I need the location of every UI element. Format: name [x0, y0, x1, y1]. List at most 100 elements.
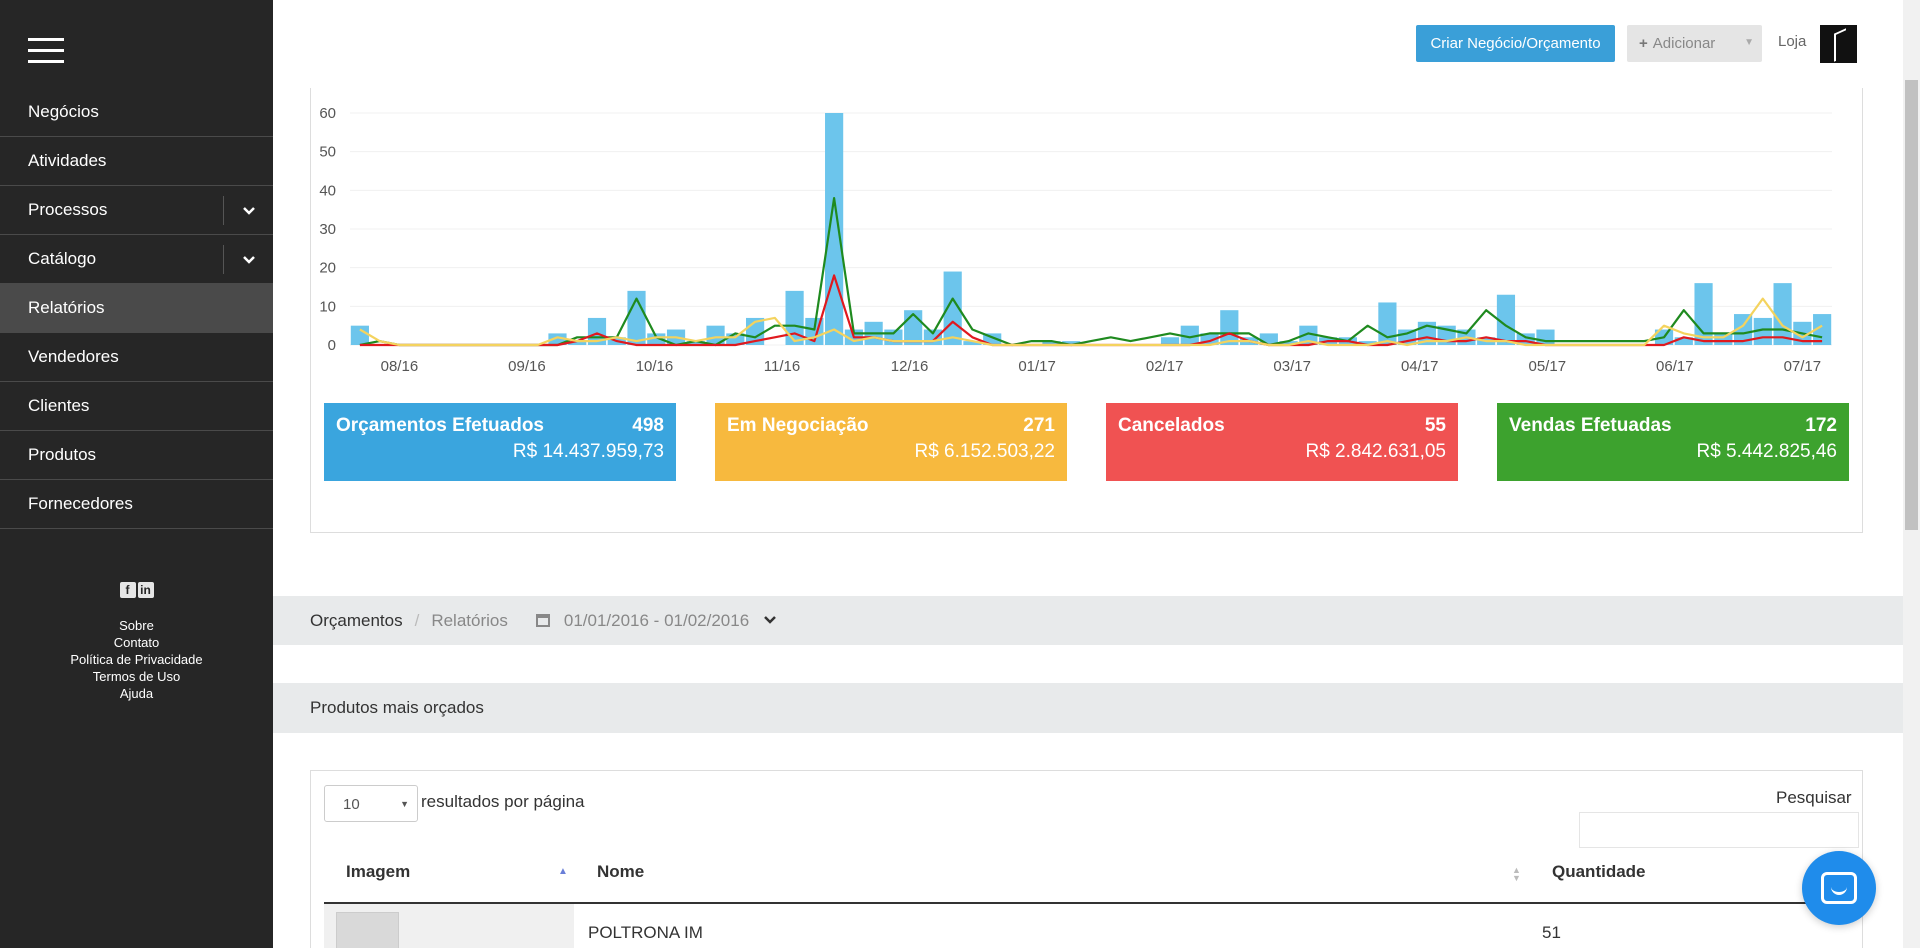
sidebar-item-vendedores[interactable]: Vendedores [0, 333, 273, 382]
chart-bar [627, 290, 646, 345]
link-contato[interactable]: Contato [113, 635, 160, 650]
chart-bar [1042, 341, 1061, 345]
stat-count: 498 [632, 415, 664, 436]
calendar-icon [535, 614, 550, 627]
store-label: Loja [1778, 33, 1807, 50]
chart-bar [1220, 310, 1239, 345]
chat-icon [1821, 872, 1857, 904]
chart-bar [1200, 333, 1219, 345]
x-tick-label: 11/16 [764, 358, 800, 375]
sidebar-item-label: Fornecedores [28, 494, 133, 513]
chart-bar [1160, 337, 1180, 345]
stat-card-negociacao[interactable]: Em Negociação 271 R$ 6.152.503,22 [715, 403, 1067, 481]
breadcrumb-orcamentos[interactable]: Orçamentos [310, 610, 403, 630]
stat-value: R$ 6.152.503,22 [914, 441, 1055, 462]
sidebar-item-fornecedores[interactable]: Fornecedores [0, 480, 273, 529]
per-page-label: resultados por página [421, 792, 585, 811]
store-logo[interactable] [1820, 25, 1857, 63]
sidebar-item-label: Clientes [28, 396, 90, 415]
x-tick-label: 04/17 [1401, 358, 1439, 375]
sidebar-item-clientes[interactable]: Clientes [0, 382, 273, 431]
chart-bar [1773, 283, 1792, 345]
chart-series-line [359, 297, 1823, 347]
link-ajuda[interactable]: Ajuda [119, 686, 154, 701]
page-size-select[interactable]: 10 ▼ [324, 785, 418, 822]
chart-bar [1259, 333, 1278, 345]
sidebar-item-produtos[interactable]: Produtos [0, 431, 273, 480]
chevron-down-icon[interactable] [223, 196, 273, 225]
link-privacidade[interactable]: Política de Privacidade [70, 652, 203, 667]
y-tick-label: 50 [319, 144, 336, 161]
chart-bar [1299, 325, 1318, 345]
chart-bar [1714, 333, 1733, 345]
date-range-value: 01/01/2016 - 01/02/2016 [563, 610, 750, 630]
stat-title: Orçamentos Efetuados [336, 415, 544, 436]
x-tick-label: 08/16 [381, 358, 419, 375]
chat-launcher-button[interactable] [1802, 851, 1876, 925]
chart: 0 10 20 30 40 50 60 08/16 09/16 10/16 11/16 12/16 01… [319, 105, 1832, 375]
facebook-icon[interactable]: f [119, 582, 136, 598]
chevron-down-icon[interactable] [223, 245, 273, 274]
x-tick-label: 03/17 [1273, 358, 1311, 375]
x-tick-label: 07/17 [1784, 358, 1822, 375]
stat-card-vendas[interactable]: Vendas Efetuadas 172 R$ 5.442.825,46 [1497, 403, 1849, 481]
linkedin-icon[interactable]: in [137, 582, 154, 598]
menu-icon[interactable] [28, 38, 64, 66]
chart-bar [548, 333, 567, 345]
sidebar-item-negocios[interactable]: Negócios [0, 88, 273, 137]
sidebar-item-label: Atividades [28, 151, 107, 170]
sidebar-item-processos[interactable]: Processos [0, 186, 273, 235]
section-header: Produtos mais orçados [273, 683, 1903, 733]
chart-bar [785, 290, 804, 345]
chart-bar [1496, 294, 1516, 345]
sidebar-item-label: Negócios [28, 102, 99, 121]
create-deal-button[interactable]: Criar Negócio/Orçamento [1416, 25, 1615, 62]
add-button[interactable]: + Adicionar ▼ [1627, 25, 1762, 62]
search-input[interactable] [1579, 812, 1859, 848]
scrollbar-thumb[interactable] [1905, 80, 1918, 530]
chart-bar [825, 113, 844, 345]
add-button-label: Adicionar [1652, 35, 1716, 52]
chart-bar [983, 333, 1002, 345]
sort-icon[interactable]: ▲ ▼ [1512, 865, 1521, 883]
column-header-quantidade[interactable]: Quantidade [1552, 862, 1646, 881]
column-header-imagem[interactable]: Imagem [346, 862, 411, 881]
sidebar-item-atividades[interactable]: Atividades [0, 137, 273, 186]
column-header-nome[interactable]: Nome [597, 862, 645, 881]
stat-count: 271 [1023, 415, 1055, 436]
stat-title: Cancelados [1118, 415, 1225, 436]
y-tick-label: 10 [319, 298, 336, 315]
stat-card-orcamentos[interactable]: Orçamentos Efetuados 498 R$ 14.437.959,73 [324, 403, 676, 481]
social-links: f in [0, 582, 273, 598]
x-tick-label: 10/16 [636, 358, 674, 375]
page-size-value: 10 [343, 796, 360, 813]
product-thumbnail[interactable] [336, 912, 399, 948]
x-tick-label: 02/17 [1146, 358, 1184, 375]
stat-count: 172 [1805, 415, 1837, 436]
sidebar-item-relatorios[interactable]: Relatórios [0, 284, 273, 333]
chart-panel [310, 88, 1863, 533]
scrollbar[interactable] [1903, 0, 1920, 948]
link-sobre[interactable]: Sobre [119, 618, 154, 633]
sort-asc-icon[interactable]: ▲ [558, 866, 568, 877]
footer-links: Sobre Contato Política de Privacidade Te… [0, 617, 273, 702]
table-cell-nome[interactable]: POLTRONA IM [588, 923, 703, 942]
chart-bar [1516, 333, 1535, 345]
chart-series-line [359, 196, 1823, 347]
breadcrumb: Orçamentos / Relatórios 01/01/2016 - 01/… [273, 596, 1903, 645]
section-title: Produtos mais orçados [310, 698, 484, 717]
chart-bar [568, 341, 587, 345]
stat-card-cancelados[interactable]: Cancelados 55 R$ 2.842.631,05 [1106, 403, 1458, 481]
date-range-picker[interactable]: 01/01/2016 - 01/02/2016 [535, 610, 777, 631]
sidebar: Negócios Atividades Processos Catálogo R… [0, 0, 273, 948]
chart-series-line [359, 274, 1823, 347]
chart-bar [884, 329, 903, 345]
breadcrumb-separator: / [414, 610, 420, 630]
y-tick-label: 60 [319, 105, 336, 122]
sidebar-item-catalogo[interactable]: Catálogo [0, 235, 273, 284]
link-termos[interactable]: Termos de Uso [92, 669, 181, 684]
y-tick-label: 0 [328, 337, 336, 354]
chart-bar [686, 341, 705, 345]
plus-icon: + [1639, 35, 1648, 52]
caret-down-icon[interactable]: ▼ [1744, 37, 1754, 48]
